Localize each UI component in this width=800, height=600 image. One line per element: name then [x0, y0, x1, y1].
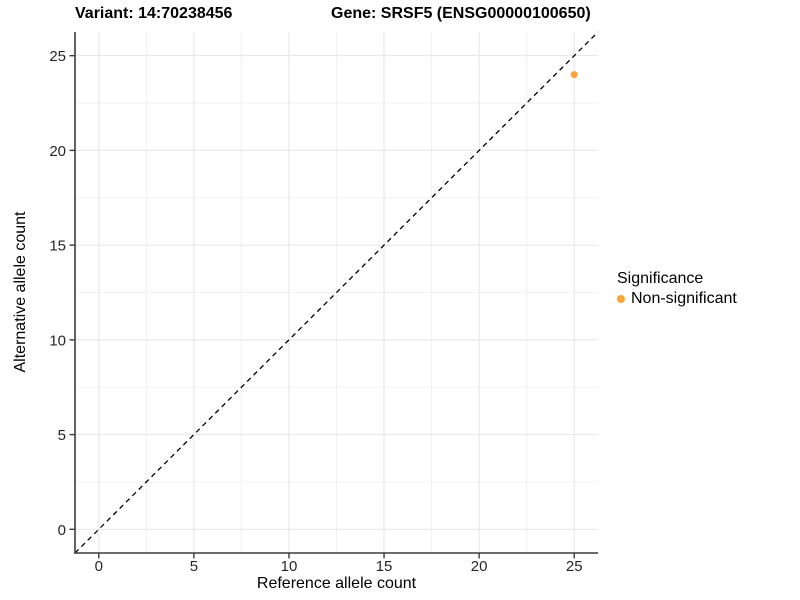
tick-marks-group — [69, 54, 575, 559]
x-axis-title: Reference allele count — [256, 575, 417, 592]
data-point — [570, 71, 578, 79]
y-tick-label: 10 — [49, 332, 66, 349]
legend-point-icon — [617, 295, 625, 303]
legend-entry-label: Non-significant — [631, 290, 737, 307]
x-tick-label: 25 — [566, 558, 583, 575]
x-tick-label: 0 — [95, 558, 103, 575]
axis-lines-group — [74, 32, 598, 554]
gene-title: Gene: SRSF5 (ENSG00000100650) — [331, 5, 591, 22]
x-tick-label: 5 — [190, 558, 198, 575]
data-points-group — [570, 71, 578, 79]
major-gridlines — [75, 32, 598, 553]
x-tick-label: 10 — [281, 558, 298, 575]
identity-line — [74, 31, 599, 554]
y-tick-label: 20 — [49, 143, 66, 160]
y-tick-label: 25 — [49, 48, 66, 65]
tick-labels-group: 0 5 10 15 20 25 0 5 10 15 20 25 — [49, 48, 582, 575]
legend-title: Significance — [617, 270, 704, 287]
x-tick-label: 15 — [376, 558, 393, 575]
y-tick-label: 15 — [49, 238, 66, 255]
variant-title: Variant: 14:70238456 — [75, 5, 233, 22]
identity-line-group — [74, 31, 599, 554]
legend: Significance Non-significant — [617, 270, 737, 308]
y-tick-label: 5 — [58, 427, 66, 444]
y-axis-title: Alternative allele count — [12, 211, 29, 373]
y-tick-label: 0 — [58, 522, 66, 539]
legend-entry-non-significant: Non-significant — [617, 290, 737, 308]
x-tick-label: 20 — [471, 558, 488, 575]
